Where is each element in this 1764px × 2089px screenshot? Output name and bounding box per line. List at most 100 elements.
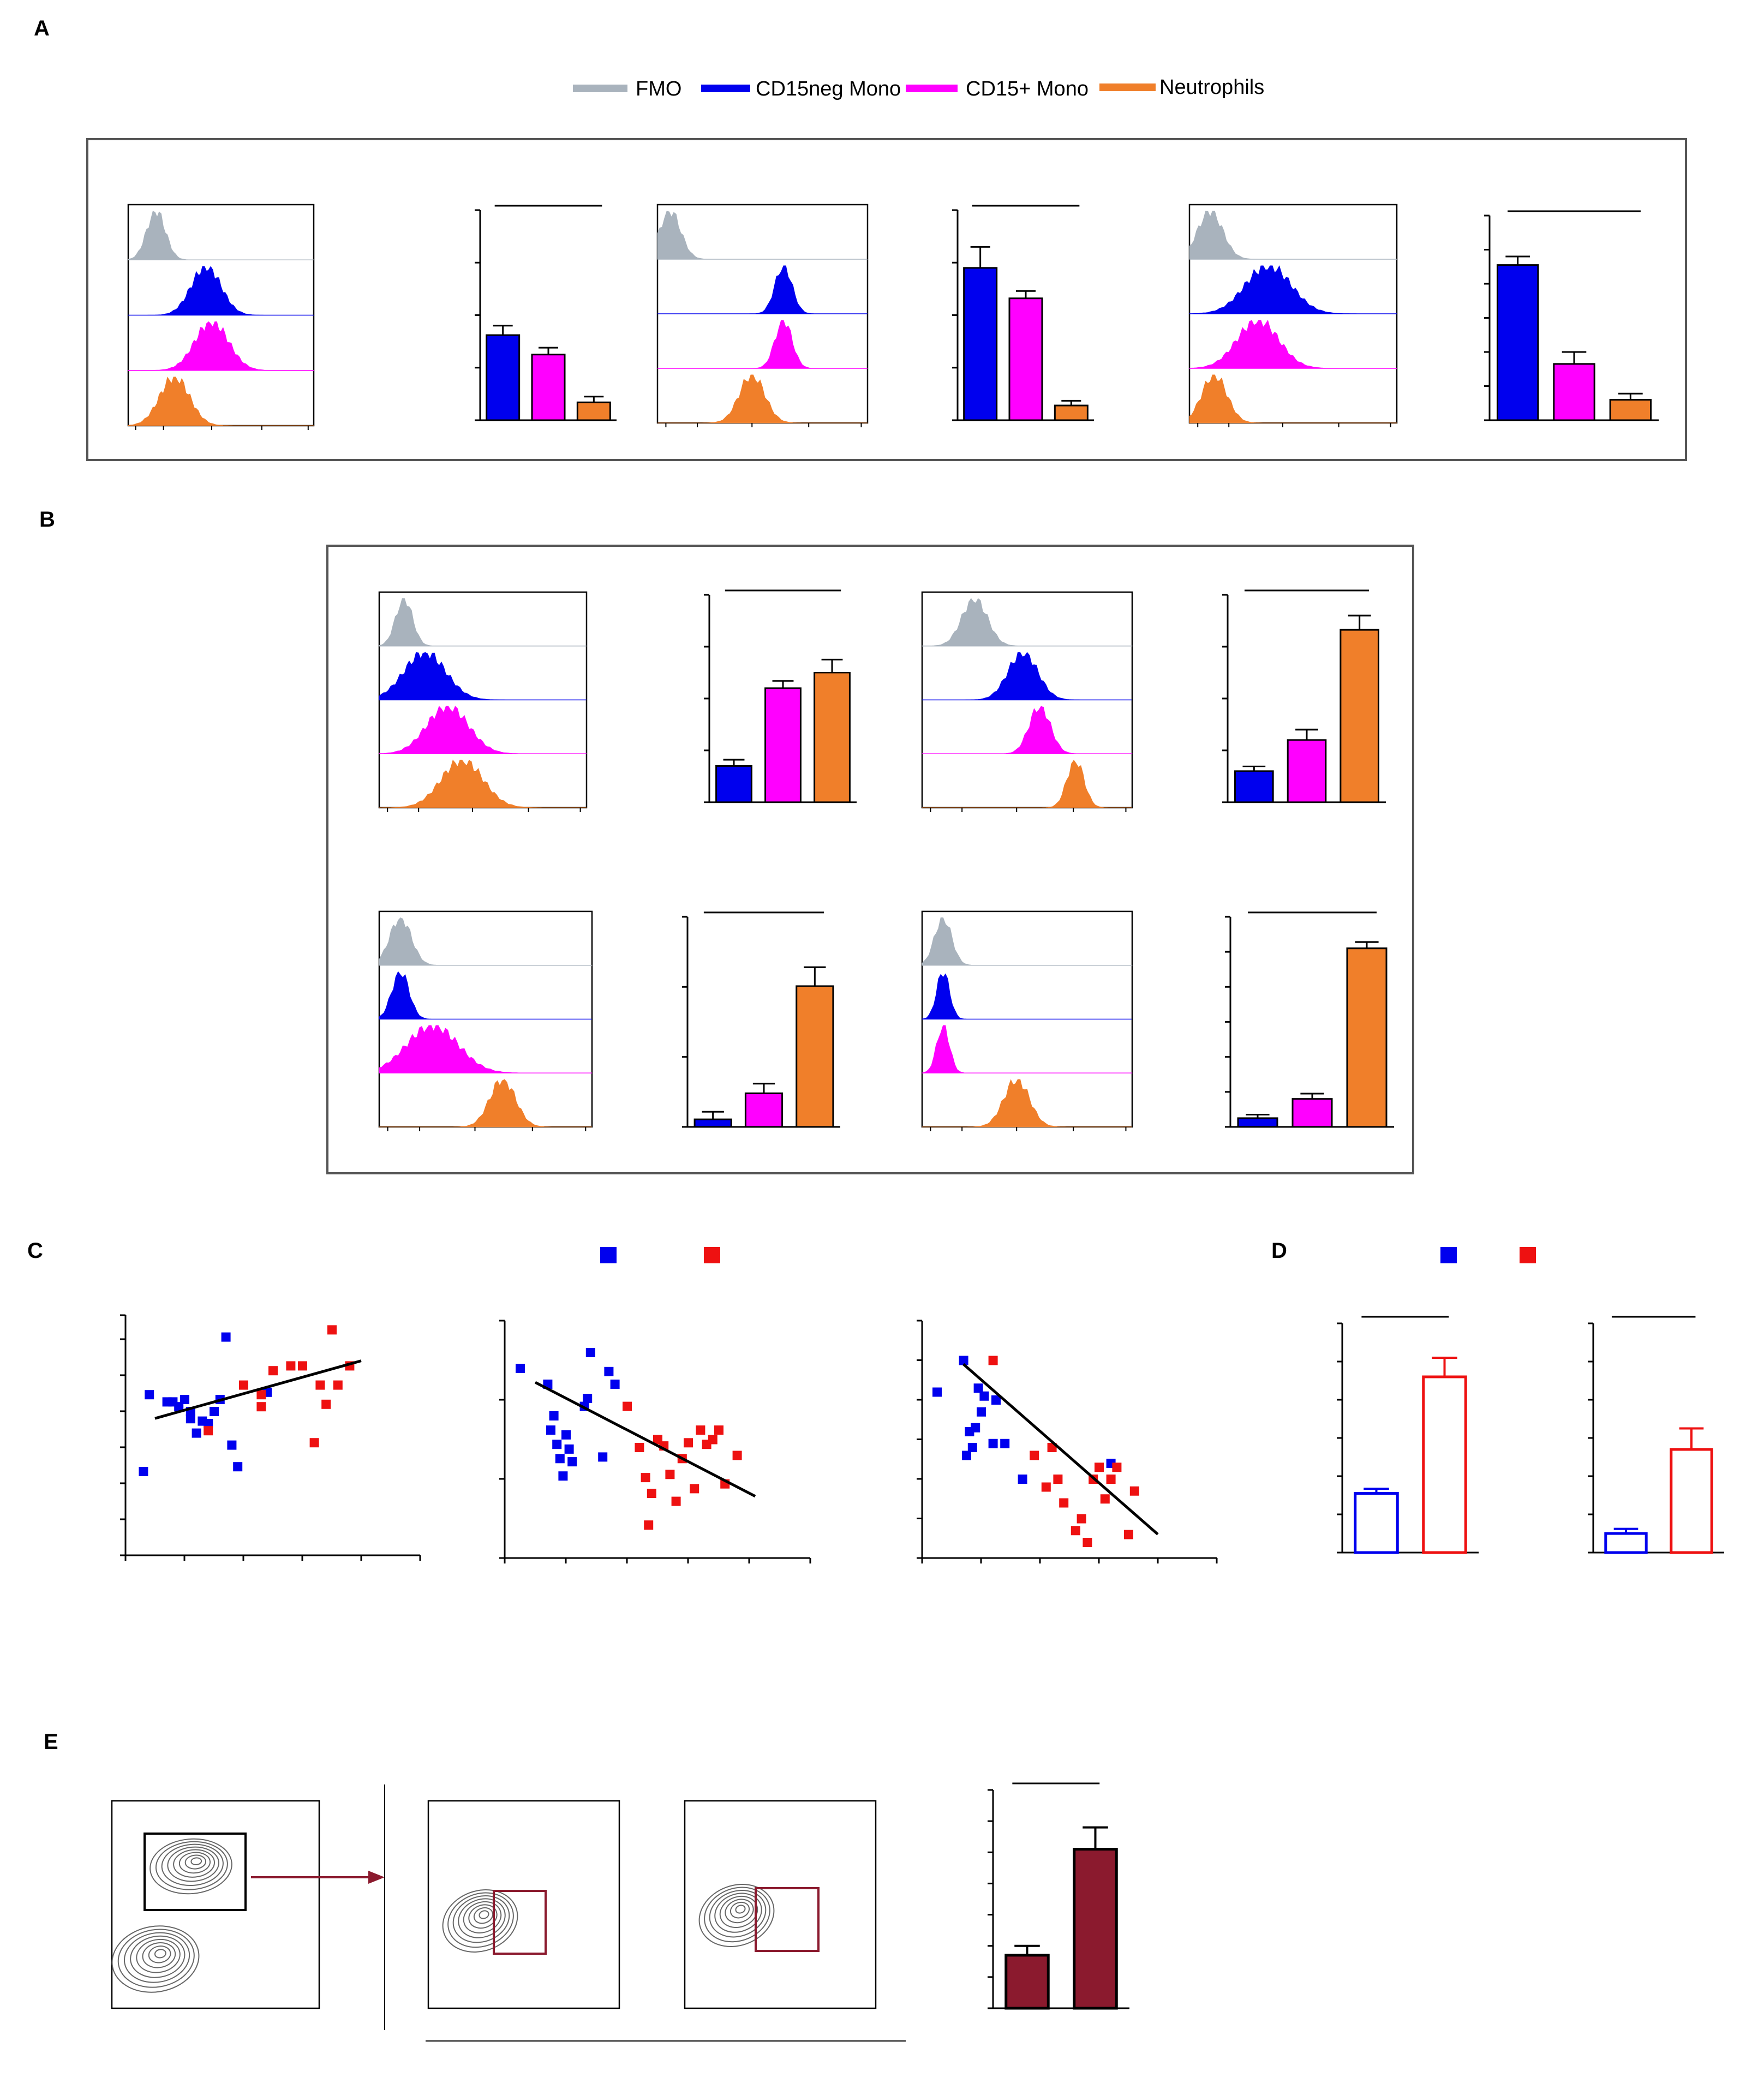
scatter-point-hd: [227, 1440, 237, 1450]
scatter-point-hd: [180, 1395, 189, 1404]
scatter-point-crc: [1071, 1526, 1080, 1536]
bar-neutrophils: [1054, 404, 1089, 421]
density-contour: [123, 1932, 190, 1983]
scatter-point-hd: [567, 1457, 577, 1467]
bar-cd15neg-mono: [1496, 264, 1539, 421]
marker-group-cd16: [921, 910, 1394, 1131]
panel-e: [111, 1782, 1129, 2042]
bar-cd15neg-mono: [715, 765, 752, 803]
scatter-point-crc: [1030, 1451, 1039, 1460]
legend-swatch-crc: [704, 1247, 720, 1263]
scatter-point-hd: [549, 1411, 559, 1420]
scatter-point-hd: [1000, 1439, 1010, 1448]
gating-plot: [111, 1800, 320, 2009]
bar-chart--gmp-cells: [988, 1782, 1129, 2010]
regression-line: [534, 1381, 756, 1498]
panel-label-a: A: [34, 16, 50, 40]
bar-chart-cd15-mono-lr: [1588, 1316, 1724, 1554]
panel-label-b: B: [39, 508, 55, 532]
histogram-peak-neutrophils: [657, 374, 868, 423]
scatter-point-crc: [708, 1435, 717, 1445]
histogram-peak-cd15neg-mono: [922, 652, 1132, 700]
scatter-point-crc: [684, 1438, 693, 1448]
bar-cd15pos-mono: [1008, 297, 1043, 421]
scatter-point-hd: [558, 1471, 568, 1481]
scatter-point-crc: [309, 1438, 319, 1448]
histogram-peak-cd15pos-mono: [657, 320, 868, 369]
scatter-point-hd: [979, 1391, 989, 1401]
scatter-point-crc: [298, 1361, 307, 1371]
bar-hd: [1604, 1532, 1648, 1554]
histogram-peak-cd15pos-mono: [922, 706, 1133, 754]
scatter-point-crc: [256, 1390, 266, 1400]
scatter-point-hd: [192, 1428, 201, 1438]
scatter-point-crc: [644, 1520, 654, 1530]
density-contour: [154, 1949, 166, 1959]
histogram-peak-cd15neg-mono: [922, 973, 1132, 1019]
bar-crc: [1670, 1448, 1713, 1554]
density-contour: [142, 1942, 176, 1968]
scatter-point-crc: [256, 1402, 266, 1412]
scatter-point-crc: [286, 1361, 296, 1371]
marker-groups: [127, 204, 1659, 1131]
density-contour: [111, 1925, 200, 1993]
gmp-plot-frame: [427, 1800, 620, 2009]
scatter-point-crc: [732, 1451, 742, 1460]
marker-group-cd33: [656, 204, 1094, 427]
scatter-point-crc: [1106, 1475, 1116, 1484]
bar-cd15pos-mono: [744, 1092, 784, 1128]
panel-label-c: C: [27, 1239, 43, 1263]
scatter-point-crc: [714, 1425, 723, 1435]
histogram-peak-fmo: [922, 917, 1133, 966]
bar-cd15neg-mono: [1237, 1117, 1278, 1128]
gate-arrow-head: [368, 1871, 385, 1884]
scatter-plot-mono: [499, 1320, 811, 1563]
scatter-point-hd: [221, 1332, 231, 1342]
scatter-plot-neutrophils: [120, 1314, 421, 1561]
scatter-point-hd: [174, 1402, 184, 1412]
scatter-point-hd: [552, 1440, 562, 1449]
histogram-peak-cd15pos-mono: [379, 706, 587, 754]
density-contour: [452, 1895, 510, 1943]
panel-d-legend: [1440, 1247, 1536, 1263]
legend-label-cd15pos-mono: CD15+ Mono: [966, 77, 1089, 100]
bar-cd15pos-mono: [531, 354, 566, 421]
scatter-point-crc: [1083, 1538, 1092, 1547]
scatter-point-crc: [315, 1380, 325, 1390]
density-contour: [148, 1945, 171, 1963]
bar-neutrophils: [1346, 947, 1388, 1128]
scatter-point-crc: [988, 1356, 998, 1365]
legend-swatch-hd: [1440, 1247, 1457, 1263]
scatter-point-crc: [333, 1380, 343, 1390]
density-contour: [167, 1846, 219, 1882]
scatter-point-hd: [204, 1419, 213, 1428]
scatter-point-crc: [671, 1496, 681, 1506]
panel-a-frame: [86, 138, 1687, 461]
panel-c-legend: [600, 1247, 720, 1263]
bar-hd: [1354, 1492, 1399, 1554]
density-contour: [161, 1843, 224, 1887]
scatter-point-hd: [1018, 1475, 1027, 1484]
scatter-point-crc: [1124, 1530, 1133, 1539]
regression-line: [154, 1359, 362, 1420]
scatter-point-hd: [610, 1380, 620, 1389]
bar-cd15pos-mono: [1287, 739, 1327, 803]
bar-cd15pos-mono: [764, 687, 802, 803]
legend-swatch-hd: [600, 1247, 617, 1263]
histogram-peak-cd15neg-mono: [128, 266, 314, 315]
legend-label-neutrophils: Neutrophils: [1159, 76, 1264, 99]
bar-neutrophils: [576, 401, 611, 421]
density-contour: [447, 1892, 514, 1948]
density-contour: [468, 1904, 498, 1929]
bar-neutrophils: [796, 985, 834, 1128]
panel-b-frame: [326, 545, 1414, 1174]
scatter-point-crc: [239, 1380, 248, 1390]
histogram-peak-cd15pos-mono: [128, 321, 314, 371]
histogram-peak-neutrophils: [379, 760, 587, 808]
gmp-gate-box: [755, 1887, 820, 1952]
gmp-plot-hd: [427, 1800, 620, 2009]
histogram-peak-fmo: [657, 211, 868, 260]
scatter-point-crc: [647, 1489, 656, 1499]
bar-cd15neg-mono: [1234, 770, 1274, 803]
bar-cd15neg-mono: [486, 334, 521, 421]
